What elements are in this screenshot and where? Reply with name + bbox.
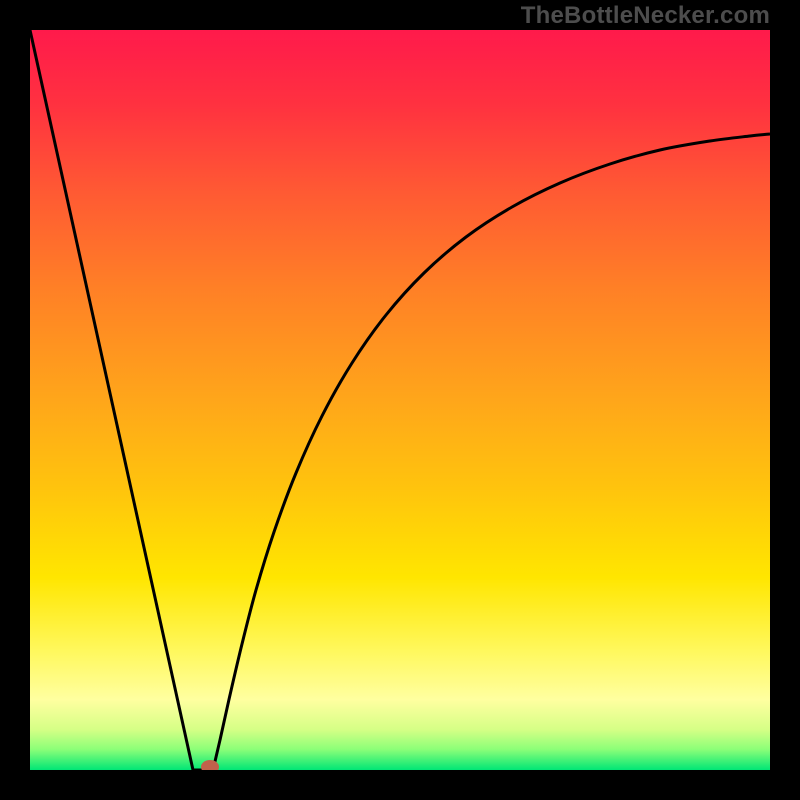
- plot-area: [30, 30, 770, 770]
- curve-svg: [30, 30, 770, 770]
- right-branch-curve: [213, 134, 770, 770]
- left-branch-line: [30, 30, 193, 770]
- chart-frame: TheBottleNecker.com: [0, 0, 800, 800]
- watermark-text: TheBottleNecker.com: [521, 2, 770, 30]
